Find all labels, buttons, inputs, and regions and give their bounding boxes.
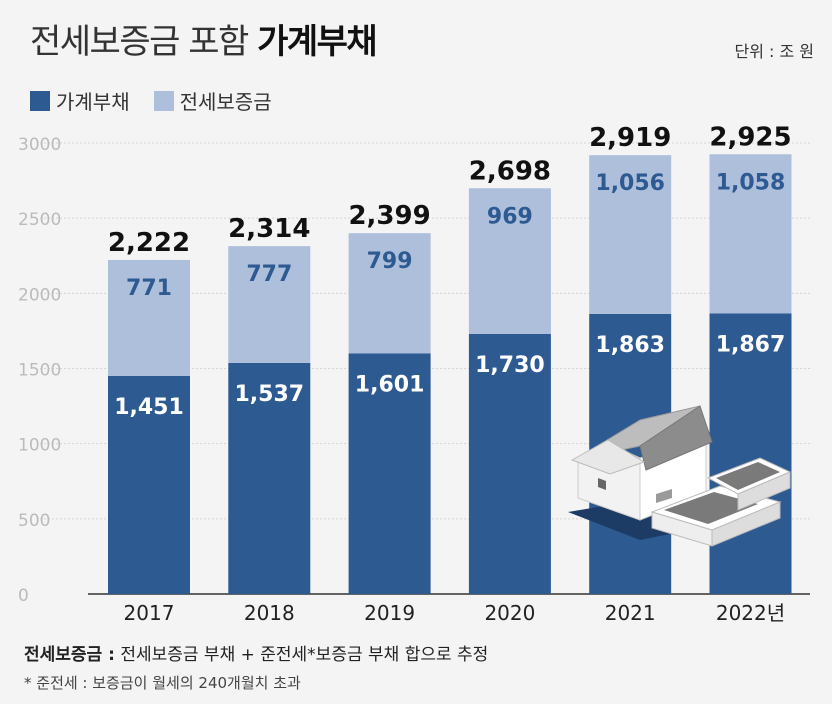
bar-jeonse-deposit — [709, 154, 792, 314]
legend-label-household-debt: 가계부채 — [56, 90, 130, 114]
title-light: 전세보증금 포함 — [30, 22, 249, 62]
data-label-household-debt: 1,451 — [114, 395, 184, 420]
legend-swatch-household-debt — [30, 90, 50, 111]
money-stack-end-1 — [711, 501, 781, 547]
data-label-household-debt: 1,863 — [595, 333, 665, 358]
y-tick-label: 2500 — [18, 210, 61, 230]
bar-household-debt — [709, 313, 792, 594]
money-bill-1 — [664, 492, 758, 524]
total-label: 2,919 — [589, 123, 671, 153]
house-gable — [570, 439, 646, 475]
bar-household-debt — [108, 375, 190, 594]
bar-household-debt — [468, 333, 551, 594]
data-label-jeonse-deposit: 969 — [487, 204, 533, 229]
data-label-household-debt: 1,867 — [716, 332, 786, 357]
y-tick-label: 500 — [18, 511, 50, 531]
x-tick-label: 2020 — [484, 601, 535, 625]
y-tick-label: 2000 — [18, 285, 61, 305]
money-bill-2 — [716, 462, 780, 490]
bar-jeonse-deposit — [228, 246, 311, 363]
y-tick-label: 3000 — [18, 135, 61, 155]
house-illustration — [568, 405, 792, 547]
x-tick-label: 2017 — [124, 601, 175, 625]
total-label: 2,399 — [348, 201, 430, 231]
data-label-jeonse-deposit: 771 — [126, 276, 172, 301]
bar-household-debt — [228, 362, 311, 594]
x-tick-label: 2022년 — [716, 601, 785, 625]
data-label-household-debt: 1,730 — [475, 353, 545, 378]
y-tick-label: 1500 — [18, 361, 61, 381]
legend-swatch-jeonse-deposit — [153, 90, 174, 111]
house-window — [598, 478, 606, 490]
title-bold: 가계부채 — [257, 22, 378, 62]
data-label-jeonse-deposit: 799 — [367, 249, 413, 274]
y-tick-label: 1000 — [18, 436, 61, 456]
money-stack-end-2 — [737, 471, 791, 511]
bar-jeonse-deposit — [468, 188, 551, 334]
bar-jeonse-deposit — [108, 259, 190, 376]
x-tick-label: 2019 — [364, 601, 415, 625]
total-label: 2,222 — [108, 228, 190, 258]
y-tick-label: 0 — [18, 586, 29, 606]
data-label-household-debt: 1,601 — [355, 372, 425, 397]
legend-label-jeonse-deposit: 전세보증금 — [179, 90, 272, 114]
total-label: 2,925 — [709, 122, 791, 152]
unit-label: 단위 : 조 원 — [734, 42, 814, 61]
footnote-text: 전세보증금 부채 + 준전세*보증금 부채 합으로 추정 — [120, 645, 489, 665]
legend: 가계부채 전세보증금 — [30, 86, 286, 115]
house-side-window — [656, 489, 672, 503]
bar-jeonse-deposit — [348, 233, 431, 354]
data-label-jeonse-deposit: 1,058 — [716, 170, 786, 195]
footnote-asterisk: * 준전세 : 보증금이 월세의 240개월치 초과 — [24, 674, 301, 692]
x-tick-label: 2018 — [244, 601, 295, 625]
legend-item-household-debt: 가계부채 — [30, 86, 130, 115]
bar-jeonse-deposit — [589, 155, 672, 314]
total-label: 2,698 — [469, 156, 551, 186]
data-label-jeonse-deposit: 1,056 — [595, 171, 665, 196]
footnote-definition: 전세보증금 : 전세보증금 부채 + 준전세*보증금 부채 합으로 추정 — [24, 640, 488, 665]
data-label-jeonse-deposit: 777 — [246, 262, 292, 287]
footnote-term: 전세보증금 : — [24, 645, 115, 665]
chart-title: 전세보증금 포함 가계부채 — [30, 14, 378, 63]
legend-item-jeonse-deposit: 전세보증금 — [153, 86, 272, 115]
bar-household-debt — [348, 353, 431, 594]
total-label: 2,314 — [228, 214, 310, 244]
data-label-household-debt: 1,537 — [235, 382, 305, 407]
x-tick-label: 2021 — [605, 601, 656, 625]
